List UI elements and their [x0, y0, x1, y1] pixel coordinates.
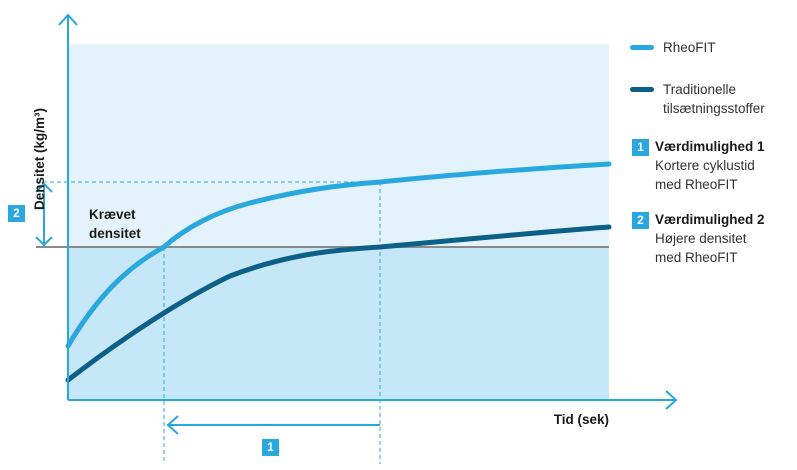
series-line-traditional — [65, 224, 612, 383]
y-axis-arrowhead — [58, 13, 78, 26]
cycle-time-arrowhead — [166, 415, 179, 435]
density-gain-arrowhead-top — [35, 182, 53, 193]
annotation-2-badge: 2 — [632, 212, 649, 229]
plot-background — [68, 44, 609, 247]
density-gain-arrowhead-bottom — [35, 236, 53, 247]
legend-swatch-traditional — [630, 87, 654, 92]
legend-swatch-rheofit — [630, 45, 654, 50]
marker-2-badge: 2 — [8, 205, 25, 222]
legend-label-traditional-line1: Traditionelle — [663, 82, 737, 97]
annotation-1-title: Værdimulighed 1 — [655, 137, 765, 156]
annotation-1-title-text: Værdimulighed 1 — [655, 139, 765, 154]
annotation-2-title: Værdimulighed 2 — [655, 210, 765, 229]
annotation-1-badge: 1 — [632, 139, 649, 156]
annotation-2-line1: Højere densitet — [655, 231, 747, 246]
required-density-label-line1: Krævet — [89, 207, 136, 222]
annotation-2-title-text: Værdimulighed 2 — [655, 212, 765, 227]
annotation-1-line1: Kortere cyklustid — [655, 158, 755, 173]
annotation-1-line2: med RheoFIT — [655, 177, 738, 192]
series-line-rheofit — [65, 161, 612, 349]
x-axis-arrowhead — [665, 390, 678, 410]
annotation-2-line2: med RheoFIT — [655, 250, 738, 265]
marker-1-badge: 1 — [262, 439, 279, 456]
y-axis-label: Densitet (kg/m³) — [32, 108, 47, 210]
plot-background-below-required — [68, 247, 609, 399]
legend-label-traditional-line2: tilsætningsstoffer — [663, 101, 765, 116]
legend-label-rheofit: RheoFIT — [663, 40, 716, 55]
required-density-label-line2: densitet — [89, 226, 141, 241]
x-axis-label: Tid (sek) — [554, 412, 609, 427]
